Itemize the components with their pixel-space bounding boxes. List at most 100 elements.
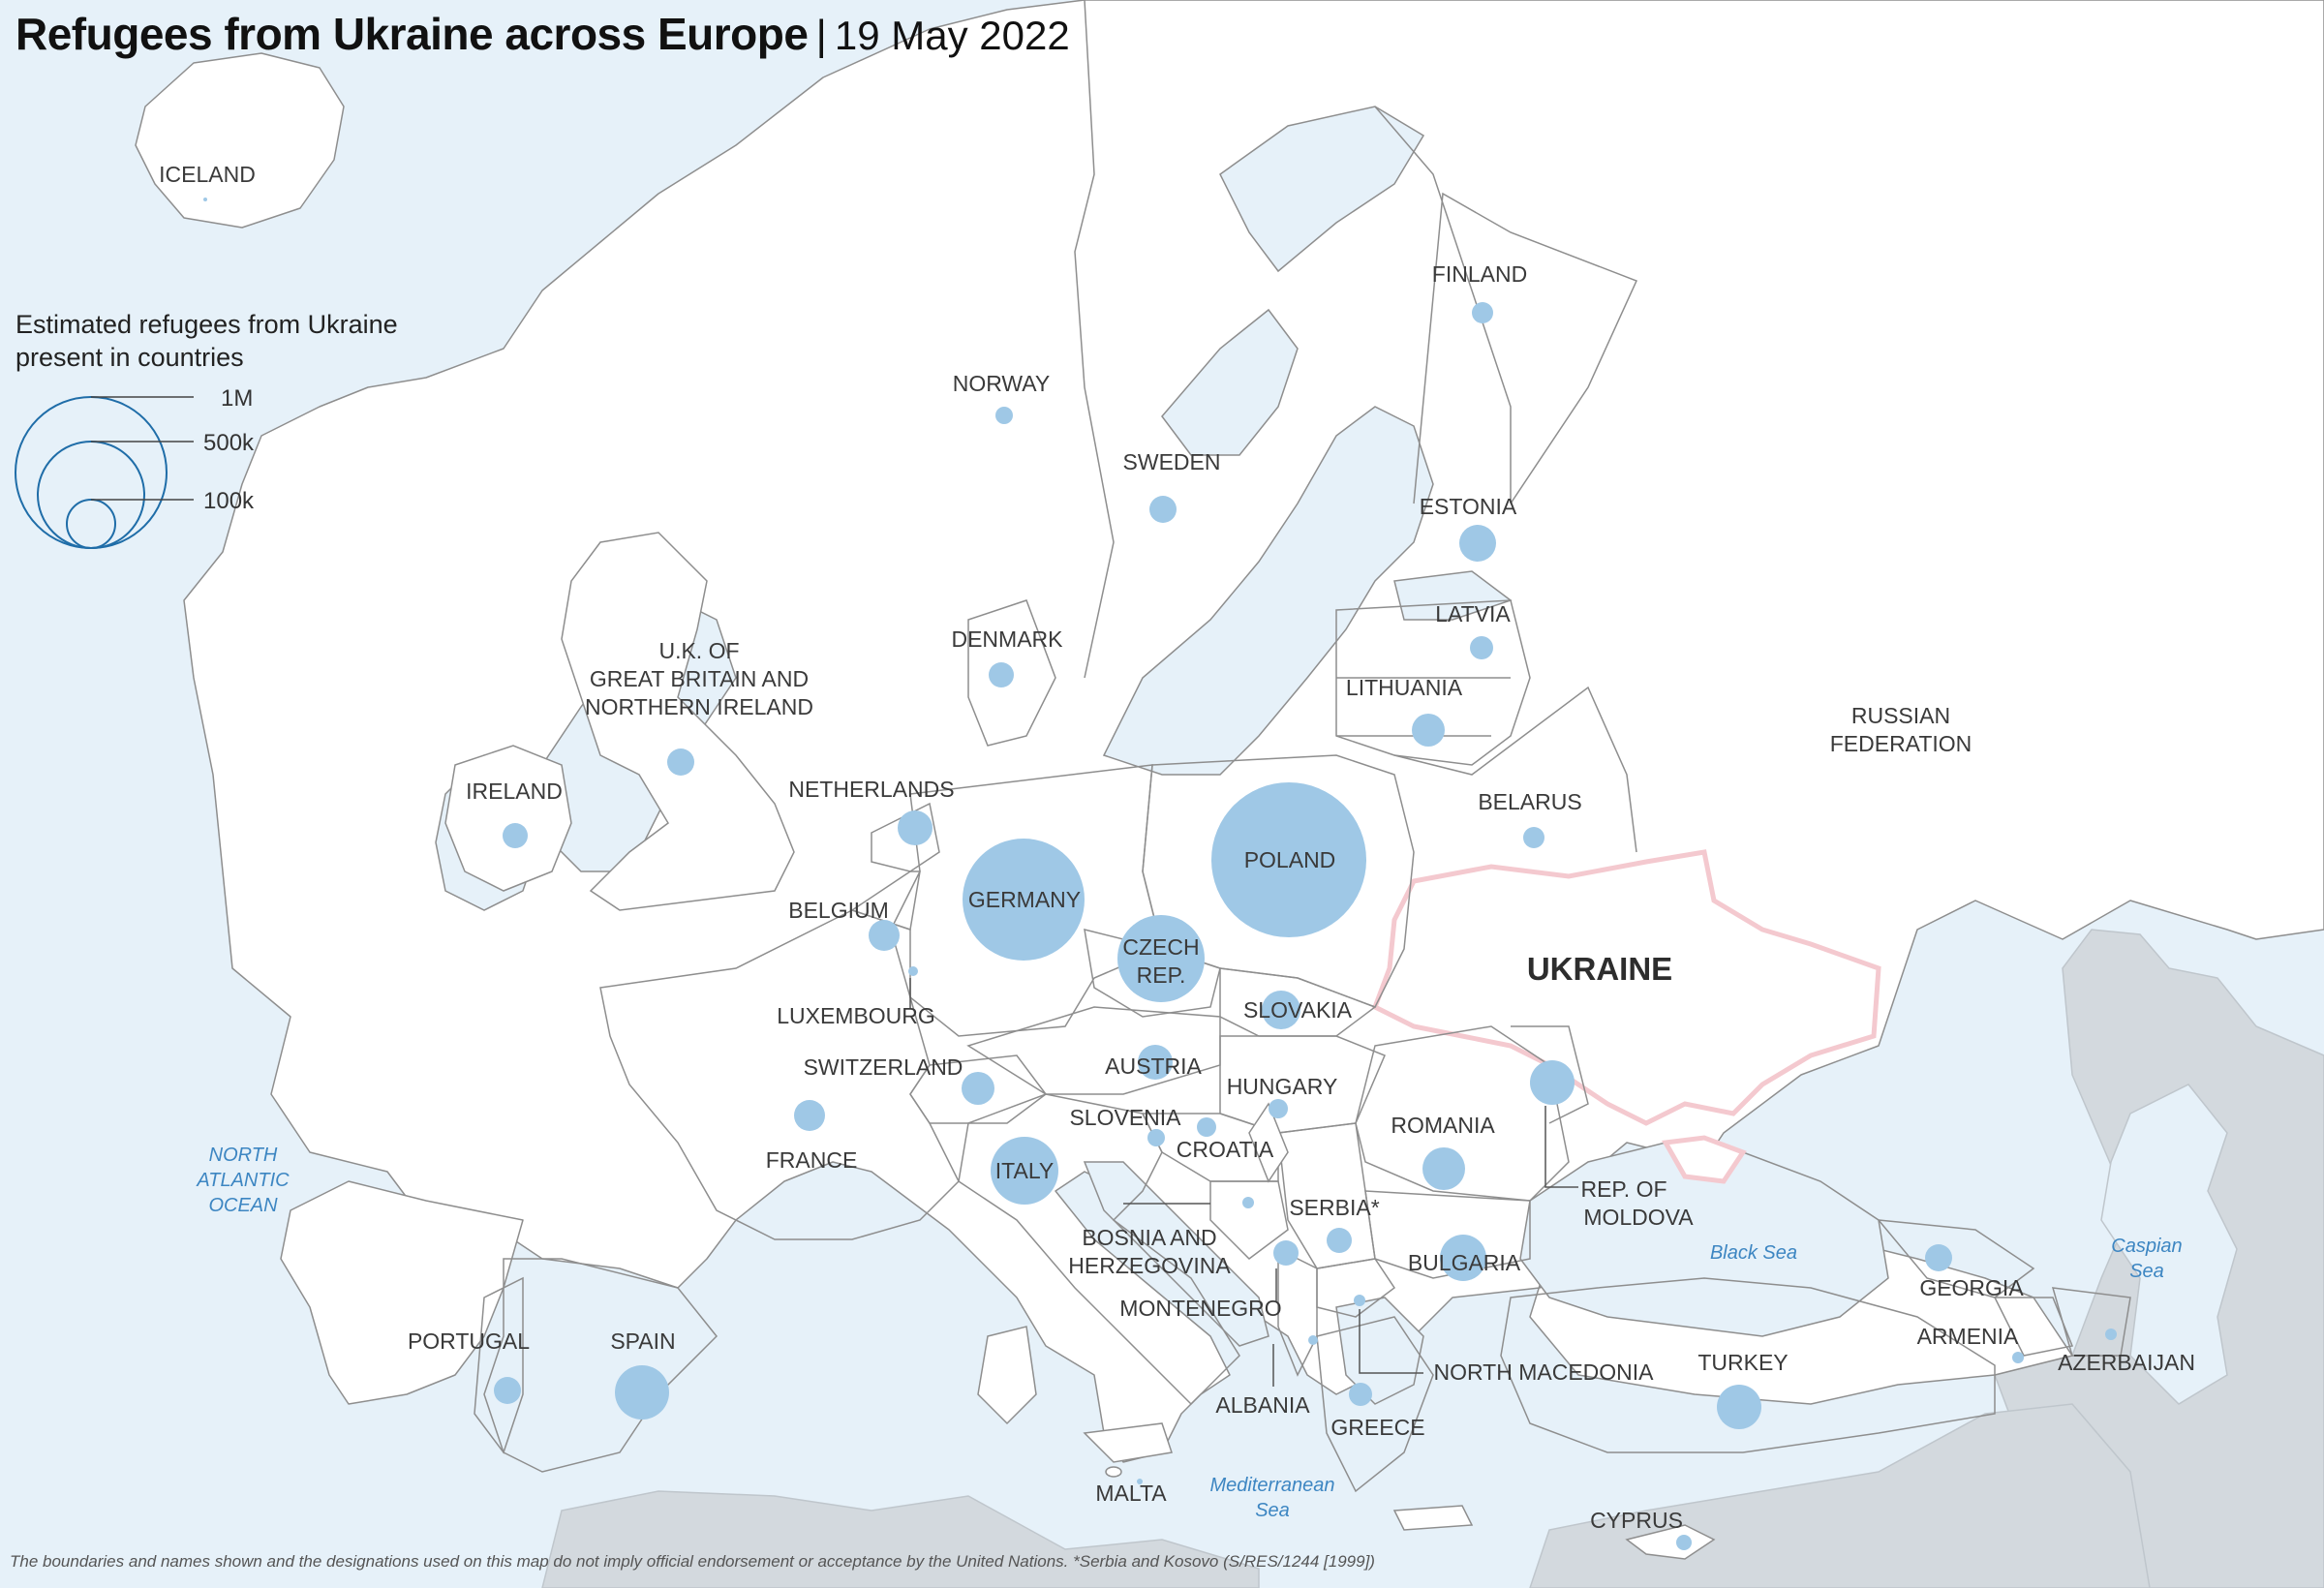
bubble-france[interactable] [794,1100,825,1131]
bubble-italy[interactable] [991,1137,1058,1205]
bubble-montenegro[interactable] [1273,1240,1299,1266]
bubble-romania[interactable] [1422,1147,1465,1190]
label-bosnia-line1: BOSNIA AND [1082,1225,1216,1250]
label-caspian-line1: Caspian [2111,1236,2182,1257]
label-bulgaria: BULGARIA [1408,1250,1521,1275]
bubble-poland[interactable] [1211,782,1366,937]
country-labels: ICELAND NORWAY SWEDEN FINLAND ESTONIA LA… [159,162,2195,1533]
refugee-bubbles [203,198,2117,1550]
aegean-sea [1335,1297,1424,1405]
label-ireland: IRELAND [466,779,563,804]
label-croatia: CROATIA [1177,1137,1274,1162]
bubble-slovenia[interactable] [1147,1129,1165,1146]
iberia-outline [280,1180,524,1405]
moldova-outline [1511,1025,1589,1124]
bubble-estonia[interactable] [1459,525,1496,562]
label-georgia: GEORGIA [1919,1275,2024,1300]
finland-outline [1413,192,1638,504]
bubble-finland[interactable] [1472,302,1493,323]
label-luxembourg: LUXEMBOURG [777,1003,935,1028]
title-separator: | [815,12,827,59]
bubble-latvia[interactable] [1470,636,1493,659]
bubble-turkey[interactable] [1717,1385,1761,1429]
bubble-greece[interactable] [1349,1383,1372,1406]
bubble-norway[interactable] [995,407,1013,424]
label-black-sea: Black Sea [1710,1242,1797,1264]
legend-title-line1: Estimated refugees from Ukraine [15,310,398,339]
bubble-hungary[interactable] [1269,1099,1288,1118]
sardinia-island [977,1326,1037,1425]
bubble-czech-rep[interactable] [1117,915,1205,1002]
bubble-albania[interactable] [1308,1335,1318,1345]
bubble-portugal[interactable] [494,1377,521,1404]
label-portugal: PORTUGAL [408,1328,530,1354]
legend-label-1m: 1M [221,385,253,412]
bubble-azerbaijan[interactable] [2105,1328,2117,1340]
footnote: The boundaries and names shown and the d… [10,1552,1375,1571]
bubble-uk[interactable] [667,748,694,776]
bubble-croatia[interactable] [1197,1117,1216,1137]
bubble-austria[interactable] [1138,1045,1173,1080]
baltic-sea [1102,406,1434,776]
label-slovenia: SLOVENIA [1069,1105,1181,1130]
crete-island [1392,1505,1474,1531]
belarus-outline [1393,686,1637,853]
great-britain-shape [561,532,795,911]
bubble-north-macedonia[interactable] [1354,1295,1365,1306]
bubble-ireland[interactable] [503,823,528,848]
bosnia-outline [1209,1180,1289,1260]
albania-outline [1277,1247,1318,1377]
spain-outline [483,1258,719,1473]
bubble-georgia[interactable] [1925,1244,1952,1271]
bubble-belarus[interactable] [1523,827,1544,848]
label-sweden: SWEDEN [1123,449,1221,474]
label-cyprus: CYPRUS [1590,1508,1683,1533]
islands [977,1102,1716,1560]
bubble-cyprus[interactable] [1676,1535,1692,1550]
bubble-armenia[interactable] [2012,1352,2024,1363]
label-serbia: SERBIA* [1289,1195,1379,1220]
bubble-sweden[interactable] [1149,496,1177,523]
bubble-bulgaria[interactable] [1440,1235,1486,1281]
bubble-belgium[interactable] [869,920,900,951]
bubble-luxembourg[interactable] [908,966,918,976]
legend-label-100k: 100k [203,488,255,514]
bubble-spain[interactable] [615,1365,669,1420]
leader-lines [909,978,1578,1387]
bubble-lithuania[interactable] [1412,714,1445,747]
portugal-outline [474,1276,524,1454]
label-azerbaijan: AZERBAIJAN [2058,1350,2195,1375]
bubble-switzerland[interactable] [962,1072,994,1105]
label-med-line2: Sea [1255,1500,1290,1521]
label-austria: AUSTRIA [1105,1054,1202,1079]
denmark-outline [967,599,1056,747]
bubble-serbia[interactable] [1327,1228,1352,1253]
netherlands-outline [871,802,940,872]
bubble-iceland[interactable] [203,198,207,201]
gulf-of-bothnia-north [1219,106,1425,273]
gulf-of-finland [1393,570,1513,621]
bubble-rep-of-moldova[interactable] [1530,1060,1575,1105]
label-north-macedonia: NORTH MACEDONIA [1433,1359,1654,1385]
bubble-bosnia[interactable] [1242,1197,1254,1208]
italy-outline [958,1093,1240,1406]
ireland-shape [444,745,572,892]
sea-labels: NORTH ATLANTIC OCEAN Black Sea Caspian S… [196,1145,2182,1521]
greece-outline [1316,1316,1434,1493]
bubble-denmark[interactable] [989,662,1014,687]
label-russia-line2: FEDERATION [1830,731,1972,756]
bubble-germany[interactable] [963,839,1085,961]
label-france: FRANCE [766,1147,858,1173]
label-poland: POLAND [1244,847,1336,872]
leader-moldova [1544,1106,1578,1188]
label-ocean-line3: OCEAN [208,1195,278,1216]
norway-sweden-border [1074,0,1115,679]
baltics-outline [1335,599,1531,766]
bubble-netherlands[interactable] [898,810,933,845]
title-text: Refugees from Ukraine across Europe [15,9,809,59]
legend-title: Estimated refugees from Ukraine present … [15,308,398,374]
bubble-slovakia[interactable] [1262,991,1300,1029]
bubble-malta[interactable] [1137,1479,1143,1484]
label-finland: FINLAND [1432,261,1527,287]
